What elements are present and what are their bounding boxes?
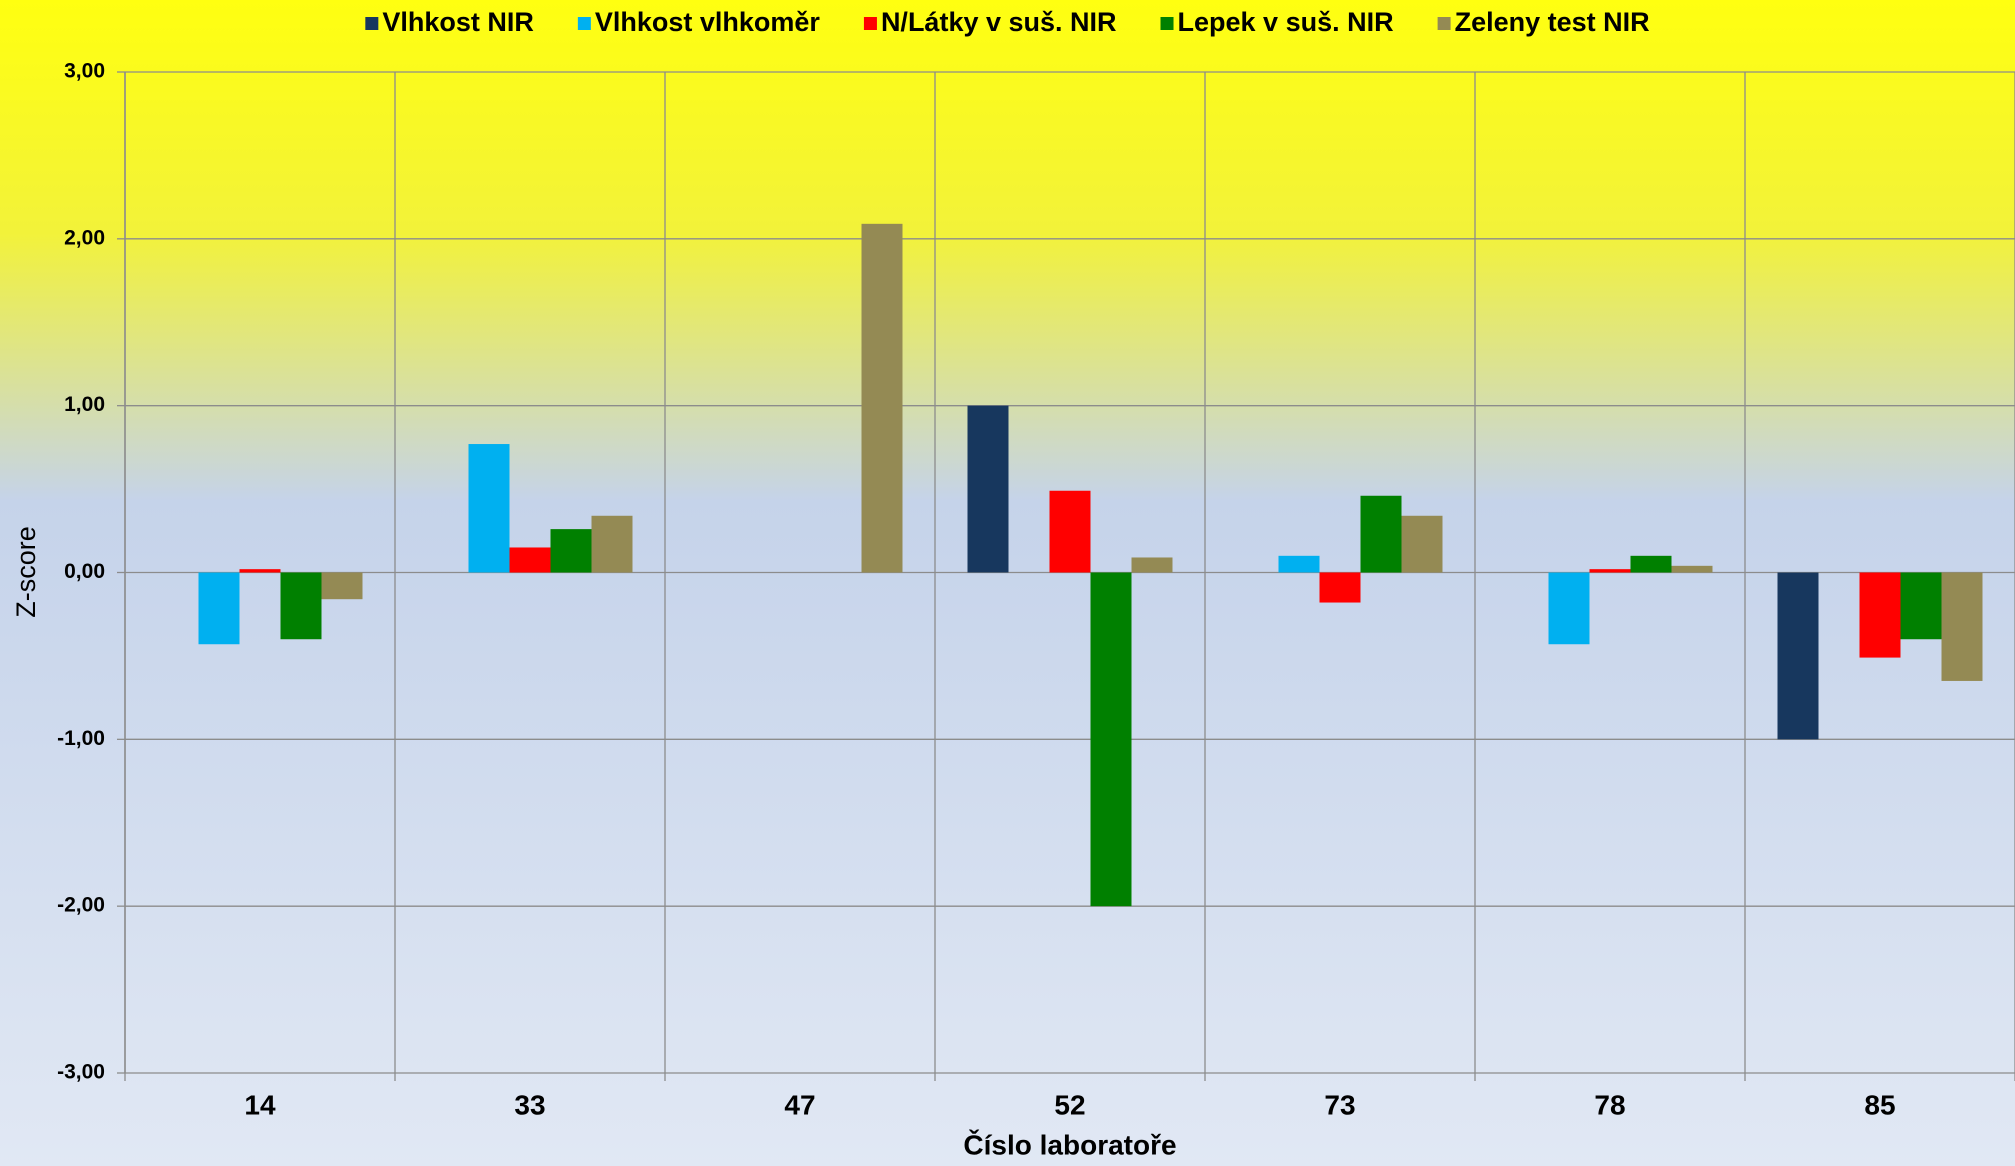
y-axis-title: Z-score <box>11 526 41 618</box>
legend-label: Lepek v suš. NIR <box>1178 7 1394 37</box>
y-tick-label: 0,00 <box>64 560 105 583</box>
legend-label: Zeleny test NIR <box>1455 7 1650 37</box>
y-tick-label: 2,00 <box>64 226 105 249</box>
bar <box>468 444 510 573</box>
bar <box>1090 572 1132 907</box>
bar <box>1278 555 1320 573</box>
bar <box>1548 572 1590 645</box>
y-tick-label: 3,00 <box>64 60 105 83</box>
y-tick-label: -3,00 <box>57 1061 105 1084</box>
bar <box>550 529 592 573</box>
bar <box>1360 495 1402 573</box>
y-tick-label: 1,00 <box>64 393 105 416</box>
bar <box>1630 555 1672 573</box>
x-tick-label: 78 <box>1594 1089 1625 1120</box>
x-tick-label: 73 <box>1324 1089 1355 1120</box>
x-tick-label: 33 <box>514 1089 545 1120</box>
bar <box>1941 572 1983 681</box>
bar <box>1319 572 1361 603</box>
bar <box>198 572 240 645</box>
bar <box>861 223 903 573</box>
bar <box>1671 565 1713 573</box>
bar <box>239 569 281 573</box>
bar <box>1777 572 1819 740</box>
bar <box>1859 572 1901 658</box>
bar <box>967 405 1009 573</box>
bar <box>1401 515 1443 573</box>
bar <box>1049 490 1091 573</box>
y-tick-label: -1,00 <box>57 727 105 750</box>
legend-swatch <box>1437 17 1451 30</box>
y-tick-label: -2,00 <box>57 894 105 917</box>
legend-swatch <box>577 17 591 30</box>
legend-swatch <box>863 17 877 30</box>
bar <box>1900 572 1942 640</box>
bar <box>591 515 633 573</box>
bar <box>280 572 322 640</box>
x-tick-label: 52 <box>1054 1089 1085 1120</box>
x-tick-label: 85 <box>1864 1089 1895 1120</box>
bar <box>1589 569 1631 573</box>
legend-swatch <box>365 17 379 30</box>
x-tick-label: 47 <box>784 1089 815 1120</box>
legend-swatch <box>1160 17 1174 30</box>
bar <box>509 547 551 573</box>
legend-label: N/Látky v suš. NIR <box>881 7 1117 37</box>
legend-label: Vlhkost NIR <box>382 7 534 37</box>
bar <box>321 572 363 600</box>
bar <box>1131 557 1173 573</box>
x-tick-label: 14 <box>244 1089 276 1120</box>
legend-label: Vlhkost vlhkoměr <box>595 7 821 37</box>
x-axis-title: Číslo laboratoře <box>963 1128 1176 1160</box>
